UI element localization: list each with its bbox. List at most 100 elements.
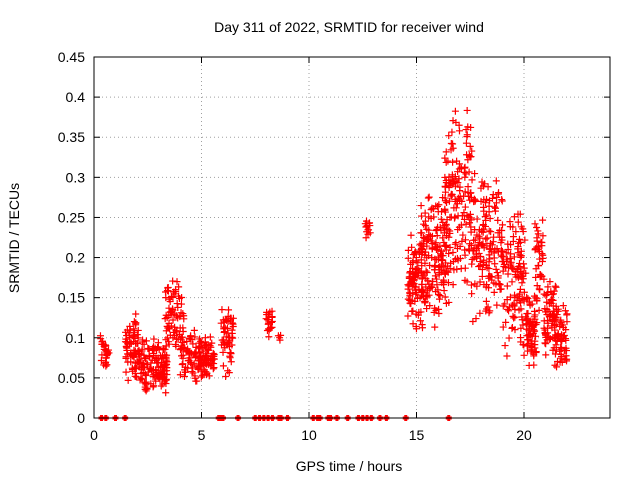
data-point [208,359,216,367]
data-point [479,260,487,268]
data-point [461,246,469,254]
data-point [459,231,467,239]
data-point [219,362,227,370]
data-point [163,351,171,359]
data-point [551,282,559,290]
data-point [173,328,181,336]
data-point [171,323,179,331]
data-point [426,262,434,270]
data-point [451,240,459,248]
data-point [430,308,438,316]
data-point [553,363,561,371]
data-point [515,296,523,304]
data-point [492,177,500,185]
data-point [540,275,548,283]
data-point [449,248,457,256]
data-point [406,289,414,297]
data-point [167,311,175,319]
data-point [406,296,414,304]
data-point [418,287,426,295]
y-tick-label: 0.35 [58,129,85,145]
data-point [563,347,571,355]
data-point [497,239,505,247]
data-point [229,323,237,331]
data-point [100,345,108,353]
data-point [514,249,522,257]
data-point [406,273,414,281]
data-point [219,348,227,356]
data-point [431,323,439,331]
data-point [201,351,209,359]
data-point [448,192,456,200]
data-point [156,369,164,377]
data-point [494,216,502,224]
data-point [441,206,449,214]
data-point [471,280,479,288]
data-point [504,270,512,278]
data-point [171,286,179,294]
data-point [141,354,149,362]
x-tick-label: 5 [198,427,206,443]
data-point [515,235,523,243]
data-point [132,319,140,327]
data-point [508,323,516,331]
data-point [559,332,567,340]
data-point [487,239,495,247]
data-point [430,213,438,221]
data-point [543,298,551,306]
data-point [505,307,513,315]
data-point [363,222,371,230]
data-point [471,197,479,205]
data-point [464,183,472,191]
data-point [505,334,513,342]
data-point [198,371,206,379]
data-point [519,275,527,283]
data-point [510,314,518,322]
data-point [549,296,557,304]
data-point [130,325,138,333]
data-point [519,321,527,329]
data-point [551,361,559,369]
data-point [525,340,533,348]
data-point [174,303,182,311]
data-point [122,368,130,376]
data-point [411,286,419,294]
data-point [550,344,558,352]
data-point [497,246,505,254]
data-point [487,273,495,281]
data-point [228,319,236,327]
data-point [411,248,419,256]
data-point [441,188,449,196]
data-point [122,335,130,343]
data-point [466,219,474,227]
data-point [98,351,106,359]
data-point [169,293,177,301]
data-point [181,368,189,376]
data-point [434,286,442,294]
data-point [519,228,527,236]
data-point [461,163,469,171]
data-point [147,380,155,388]
data-point [457,165,465,173]
data-point [162,294,170,302]
data-point [524,295,532,303]
data-point [445,250,453,258]
y-tick-label: 0.3 [66,169,86,185]
data-point [167,292,175,300]
data-point [441,154,449,162]
data-point [472,315,480,323]
data-point [421,297,429,305]
data-point [531,320,539,328]
data-point [196,337,204,345]
data-point [98,340,106,348]
data-point [465,213,473,221]
data-point [462,220,470,228]
data-point [191,349,199,357]
data-point [131,372,139,380]
data-point [492,280,500,288]
data-point [539,232,547,240]
data-point [454,179,462,187]
data-point [484,303,492,311]
data-point [362,223,370,231]
data-point [263,316,271,324]
